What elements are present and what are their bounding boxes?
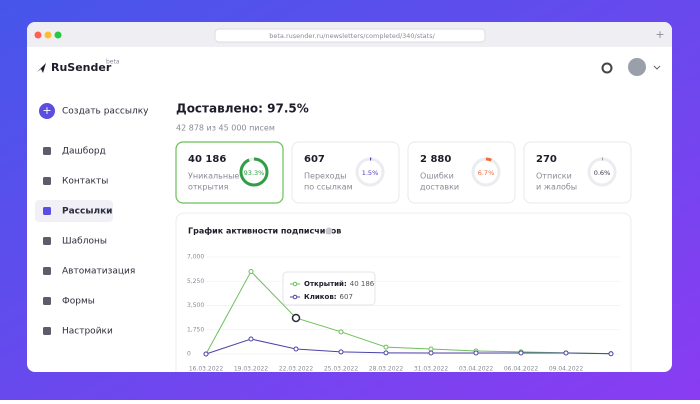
nav-item[interactable]: Формы bbox=[62, 297, 95, 307]
data-point[interactable] bbox=[563, 350, 569, 356]
y-tick-label: 0 bbox=[187, 351, 191, 358]
stat-label: Ошибки bbox=[420, 172, 454, 181]
stat-label: Уникальные bbox=[188, 172, 239, 181]
nav-icon bbox=[43, 177, 51, 185]
stat-card[interactable] bbox=[523, 141, 632, 204]
y-tick-label: 5,250 bbox=[187, 278, 204, 285]
nav-item[interactable]: Шаблоны bbox=[62, 237, 107, 247]
tooltip-value: 607 bbox=[340, 293, 353, 301]
ring-label: 1.5% bbox=[362, 169, 379, 177]
data-point[interactable] bbox=[338, 349, 344, 355]
tooltip-swatch-dot bbox=[292, 294, 298, 300]
y-tick-label: 7,000 bbox=[187, 254, 204, 261]
stat-label: открытия bbox=[188, 183, 229, 192]
series-line bbox=[205, 338, 612, 355]
ring-progress bbox=[471, 157, 501, 187]
nav-item[interactable]: Дашборд bbox=[62, 147, 106, 157]
data-point[interactable] bbox=[428, 346, 434, 352]
delivered-subtitle: 42 878 из 45 000 писем bbox=[176, 124, 275, 133]
nav-icon bbox=[43, 327, 51, 335]
x-tick-label: 22.03.2022 bbox=[279, 366, 314, 373]
delivered-title: Доставлено: 97.5% bbox=[176, 102, 309, 116]
tooltip-series: Кликов: bbox=[304, 293, 337, 301]
tooltip-series: Открытий: bbox=[304, 280, 347, 288]
data-point[interactable] bbox=[428, 350, 434, 356]
plus: + bbox=[42, 104, 51, 117]
help-icon[interactable] bbox=[601, 62, 613, 74]
stat-label: Отписки bbox=[536, 172, 572, 181]
tooltip-row: Кликов: 607 bbox=[304, 293, 353, 301]
data-point[interactable] bbox=[518, 350, 524, 356]
data-point[interactable] bbox=[383, 350, 389, 356]
nav-item[interactable]: Контакты bbox=[62, 177, 108, 187]
data-point[interactable] bbox=[608, 351, 614, 357]
avatar-dropdown[interactable] bbox=[653, 65, 661, 70]
stat-value: 2 880 bbox=[420, 154, 451, 165]
nav-icon bbox=[43, 147, 51, 155]
stat-label: по ссылкам bbox=[304, 183, 353, 192]
stat-label: Переходы bbox=[304, 172, 346, 181]
info-icon[interactable] bbox=[325, 227, 333, 235]
tooltip-swatch-dot bbox=[292, 281, 298, 287]
x-tick-label: 03.04.2022 bbox=[459, 366, 494, 373]
beta-badge: beta bbox=[106, 59, 120, 66]
data-point[interactable] bbox=[293, 346, 299, 352]
nav-icon bbox=[43, 297, 51, 305]
stat-card[interactable] bbox=[291, 141, 400, 204]
data-point[interactable] bbox=[473, 350, 479, 356]
logo-icon bbox=[37, 63, 46, 73]
y-tick-label: 3,500 bbox=[187, 302, 204, 309]
hover-marker bbox=[291, 313, 301, 323]
new-tab[interactable]: + bbox=[655, 28, 664, 41]
url: beta.rusender.ru/newsletters/completed/3… bbox=[269, 32, 435, 40]
ring-label: 93.3% bbox=[244, 169, 265, 177]
ring-label: 6.7% bbox=[478, 169, 495, 177]
ring-progress bbox=[355, 157, 385, 187]
avatar[interactable] bbox=[628, 58, 646, 76]
ring-progress bbox=[239, 157, 269, 187]
data-point[interactable] bbox=[383, 344, 389, 350]
x-tick-label: 19.03.2022 bbox=[234, 366, 269, 373]
x-tick-label: 16.03.2022 bbox=[189, 366, 224, 373]
x-tick-label: 31.03.2022 bbox=[414, 366, 449, 373]
close-button[interactable] bbox=[34, 31, 42, 39]
data-point[interactable] bbox=[203, 351, 209, 357]
create-button[interactable]: Создать рассылку bbox=[62, 107, 149, 117]
minimize-button[interactable] bbox=[44, 31, 52, 39]
stat-value: 40 186 bbox=[188, 154, 226, 165]
nav-icon bbox=[43, 237, 51, 245]
stat-label: доставки bbox=[420, 183, 459, 192]
tooltip-row: Открытий: 40 186 bbox=[304, 280, 375, 288]
ring-label: 0.6% bbox=[594, 169, 611, 177]
nav-icon bbox=[43, 207, 51, 215]
nav-item[interactable]: Рассылки bbox=[62, 207, 112, 217]
ring-progress bbox=[587, 157, 617, 187]
x-tick-label: 25.03.2022 bbox=[324, 366, 359, 373]
data-point[interactable] bbox=[338, 329, 344, 335]
active-item-bg bbox=[35, 200, 113, 222]
x-tick-label: 09.04.2022 bbox=[549, 366, 584, 373]
tooltip bbox=[282, 271, 376, 306]
stat-value: 607 bbox=[304, 154, 325, 165]
x-tick-label: 06.04.2022 bbox=[504, 366, 539, 373]
nav-item[interactable]: Настройки bbox=[62, 327, 113, 337]
chart-title: График активности подписчиков bbox=[188, 227, 341, 236]
x-tick-label: 28.03.2022 bbox=[369, 366, 404, 373]
maximize-button[interactable] bbox=[54, 31, 62, 39]
url-bar[interactable] bbox=[214, 28, 486, 43]
tooltip-value: 40 186 bbox=[350, 280, 375, 288]
create-button-icon[interactable] bbox=[39, 103, 55, 119]
stat-label: и жалобы bbox=[536, 183, 577, 192]
data-point[interactable] bbox=[248, 269, 254, 275]
stat-card[interactable] bbox=[175, 141, 284, 204]
logo[interactable]: RuSender bbox=[51, 61, 112, 74]
stat-card[interactable] bbox=[407, 141, 516, 204]
nav-item[interactable]: Автоматизация bbox=[62, 267, 135, 277]
y-tick-label: 1,750 bbox=[187, 326, 204, 333]
nav-icon bbox=[43, 267, 51, 275]
series-line bbox=[205, 270, 612, 355]
data-point[interactable] bbox=[248, 336, 254, 342]
stat-value: 270 bbox=[536, 154, 557, 165]
